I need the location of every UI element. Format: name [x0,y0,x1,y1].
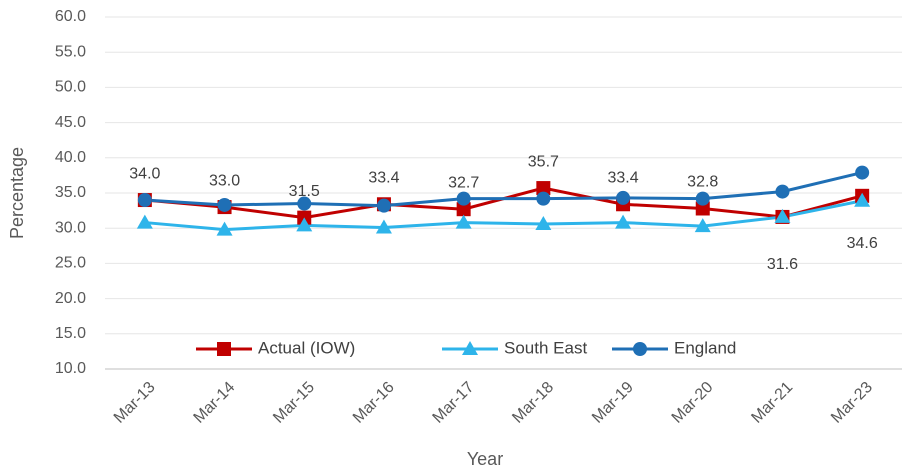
marker [462,341,478,355]
x-axis-title: Year [467,449,503,469]
data-label: 31.6 [767,256,798,273]
x-tick-label: Mar-17 [430,379,478,427]
marker [536,181,551,196]
marker [217,197,232,212]
series-line [144,199,863,232]
marker [456,202,471,217]
marker [297,196,312,211]
marker [137,193,152,208]
x-tick-label: Mar-23 [828,379,876,427]
y-axis-title: Percentage [7,147,27,239]
y-tick-label: 45.0 [55,114,86,131]
y-tick-label: 35.0 [55,184,86,201]
marker [775,184,790,199]
marker [455,214,472,229]
x-tick-label: Mar-18 [509,379,557,427]
data-label: 33.0 [209,172,240,189]
data-label: 33.4 [607,169,638,186]
legend: Actual (IOW) South East England [196,338,736,357]
marker [774,208,791,223]
x-tick-label: Mar-15 [270,379,318,427]
marker [615,214,632,229]
data-label: 32.8 [687,174,718,191]
marker [296,217,313,232]
data-label: 34.6 [847,235,878,252]
data-label: 32.7 [448,174,479,191]
x-tick-label: Mar-19 [589,379,637,427]
y-tick-label: 55.0 [55,43,86,60]
y-tick-label: 15.0 [55,325,86,342]
x-tick-label: Mar-13 [111,379,159,427]
marker [535,215,552,230]
data-label: 34.0 [129,165,160,182]
marker [456,191,471,206]
x-tick-label: Mar-20 [669,379,717,427]
series-line [144,171,863,208]
y-tick-label: 50.0 [55,79,86,96]
marker [536,191,551,206]
y-tick-label: 20.0 [55,290,86,307]
y-tick-label: 60.0 [55,8,86,25]
y-tick-label: 25.0 [55,255,86,272]
marker [136,214,153,229]
x-tick-label: Mar-21 [748,379,796,427]
marker [216,221,233,236]
x-tick-label: Mar-16 [350,379,398,427]
marker [376,198,391,213]
x-tick-label: Mar-14 [190,379,238,427]
y-tick-label: 40.0 [55,149,86,166]
legend-label: England [674,338,736,357]
y-tick-label: 10.0 [55,360,86,377]
marker [375,219,392,234]
data-label: 35.7 [528,153,559,170]
marker [217,342,231,356]
marker [616,190,631,205]
legend-label: Actual (IOW) [258,338,355,357]
data-label: 31.5 [289,183,320,200]
marker [854,192,871,207]
marker [695,201,710,216]
marker [633,342,647,356]
y-tick-label: 30.0 [55,219,86,236]
marker [855,165,870,180]
marker [694,218,711,233]
data-label: 33.4 [368,169,399,186]
marker [695,191,710,206]
legend-label: South East [504,338,587,357]
